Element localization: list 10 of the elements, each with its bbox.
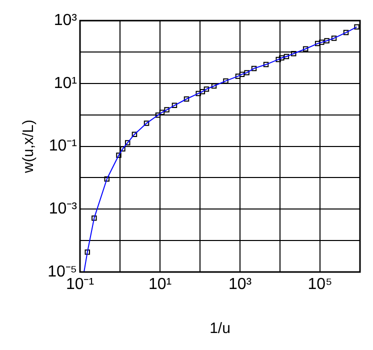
y-tick-label: 10⁻¹	[48, 138, 77, 155]
x-tick-label: 10¹	[148, 276, 172, 294]
x-axis-title: 1/u	[210, 320, 230, 338]
y-tick-label: 10³	[54, 12, 78, 30]
x-tick-label: 10⁻¹	[66, 276, 94, 294]
x-tick-label: 10³	[228, 276, 252, 294]
y-axis-title: w(u,x/L)	[20, 120, 38, 174]
x-tick-label: 10⁵	[308, 276, 332, 294]
y-tick-label: 10¹	[54, 74, 77, 92]
y-tick-label: 10⁻³	[48, 200, 78, 218]
